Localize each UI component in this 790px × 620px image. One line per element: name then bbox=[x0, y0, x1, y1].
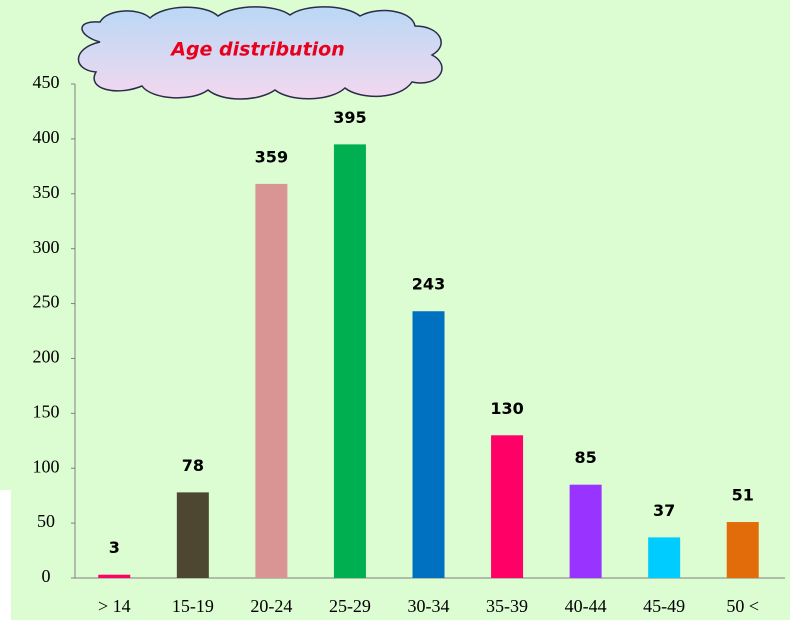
x-tick-label: 40-44 bbox=[565, 596, 607, 616]
bar bbox=[98, 575, 130, 578]
x-tick-label: 35-39 bbox=[486, 596, 528, 616]
value-label: 51 bbox=[732, 486, 754, 505]
x-tick-label: 45-49 bbox=[643, 596, 685, 616]
value-label: 243 bbox=[412, 275, 445, 294]
bar bbox=[491, 435, 523, 578]
chart-title: Age distribution bbox=[169, 39, 345, 61]
bar bbox=[413, 311, 445, 578]
value-label: 85 bbox=[574, 448, 596, 467]
x-tick-label: 20-24 bbox=[250, 596, 292, 616]
background-patch bbox=[0, 490, 11, 620]
y-tick-label: 200 bbox=[33, 347, 60, 367]
y-tick-label: 400 bbox=[33, 127, 60, 147]
value-label: 78 bbox=[182, 456, 204, 475]
value-label: 130 bbox=[490, 399, 523, 418]
y-tick-label: 300 bbox=[33, 237, 60, 257]
y-tick-label: 250 bbox=[33, 292, 60, 312]
value-label: 3 bbox=[109, 538, 120, 557]
x-tick-label: 50 < bbox=[726, 596, 759, 616]
y-tick-label: 100 bbox=[33, 456, 60, 476]
value-label: 37 bbox=[653, 501, 675, 520]
chart: Age distribution 0 50 100 150 200 250 300 350 40… bbox=[0, 0, 790, 620]
x-tick-label: > 14 bbox=[98, 596, 131, 616]
bar bbox=[727, 522, 759, 578]
x-tick-label: 15-19 bbox=[172, 596, 214, 616]
y-tick-label: 350 bbox=[33, 182, 60, 202]
bar bbox=[570, 485, 602, 578]
y-tick-label: 0 bbox=[42, 566, 51, 586]
bar bbox=[334, 144, 366, 578]
value-label: 395 bbox=[333, 108, 366, 127]
y-tick-label: 150 bbox=[33, 401, 60, 421]
bar bbox=[648, 537, 680, 578]
bar bbox=[255, 184, 287, 578]
value-label: 359 bbox=[255, 147, 288, 166]
y-tick-label: 50 bbox=[37, 511, 55, 531]
bar bbox=[177, 492, 209, 578]
x-tick-label: 30-34 bbox=[408, 596, 450, 616]
y-tick-label: 450 bbox=[33, 72, 60, 92]
x-tick-label: 25-29 bbox=[329, 596, 371, 616]
